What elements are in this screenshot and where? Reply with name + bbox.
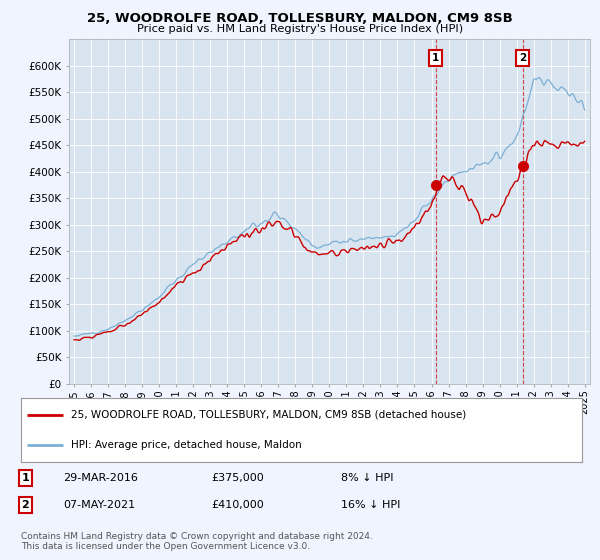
Text: 1: 1 bbox=[432, 53, 439, 63]
Text: 16% ↓ HPI: 16% ↓ HPI bbox=[341, 500, 400, 510]
Text: 1: 1 bbox=[22, 473, 29, 483]
Text: Price paid vs. HM Land Registry's House Price Index (HPI): Price paid vs. HM Land Registry's House … bbox=[137, 24, 463, 34]
Text: 8% ↓ HPI: 8% ↓ HPI bbox=[341, 473, 393, 483]
Text: 25, WOODROLFE ROAD, TOLLESBURY, MALDON, CM9 8SB: 25, WOODROLFE ROAD, TOLLESBURY, MALDON, … bbox=[87, 12, 513, 25]
Text: 2: 2 bbox=[22, 500, 29, 510]
Text: 25, WOODROLFE ROAD, TOLLESBURY, MALDON, CM9 8SB (detached house): 25, WOODROLFE ROAD, TOLLESBURY, MALDON, … bbox=[71, 410, 467, 420]
Text: 07-MAY-2021: 07-MAY-2021 bbox=[63, 500, 135, 510]
Text: 2: 2 bbox=[519, 53, 526, 63]
Text: Contains HM Land Registry data © Crown copyright and database right 2024.
This d: Contains HM Land Registry data © Crown c… bbox=[21, 532, 373, 552]
Text: £410,000: £410,000 bbox=[212, 500, 265, 510]
Text: 29-MAR-2016: 29-MAR-2016 bbox=[63, 473, 138, 483]
Text: HPI: Average price, detached house, Maldon: HPI: Average price, detached house, Mald… bbox=[71, 440, 302, 450]
Text: £375,000: £375,000 bbox=[212, 473, 265, 483]
